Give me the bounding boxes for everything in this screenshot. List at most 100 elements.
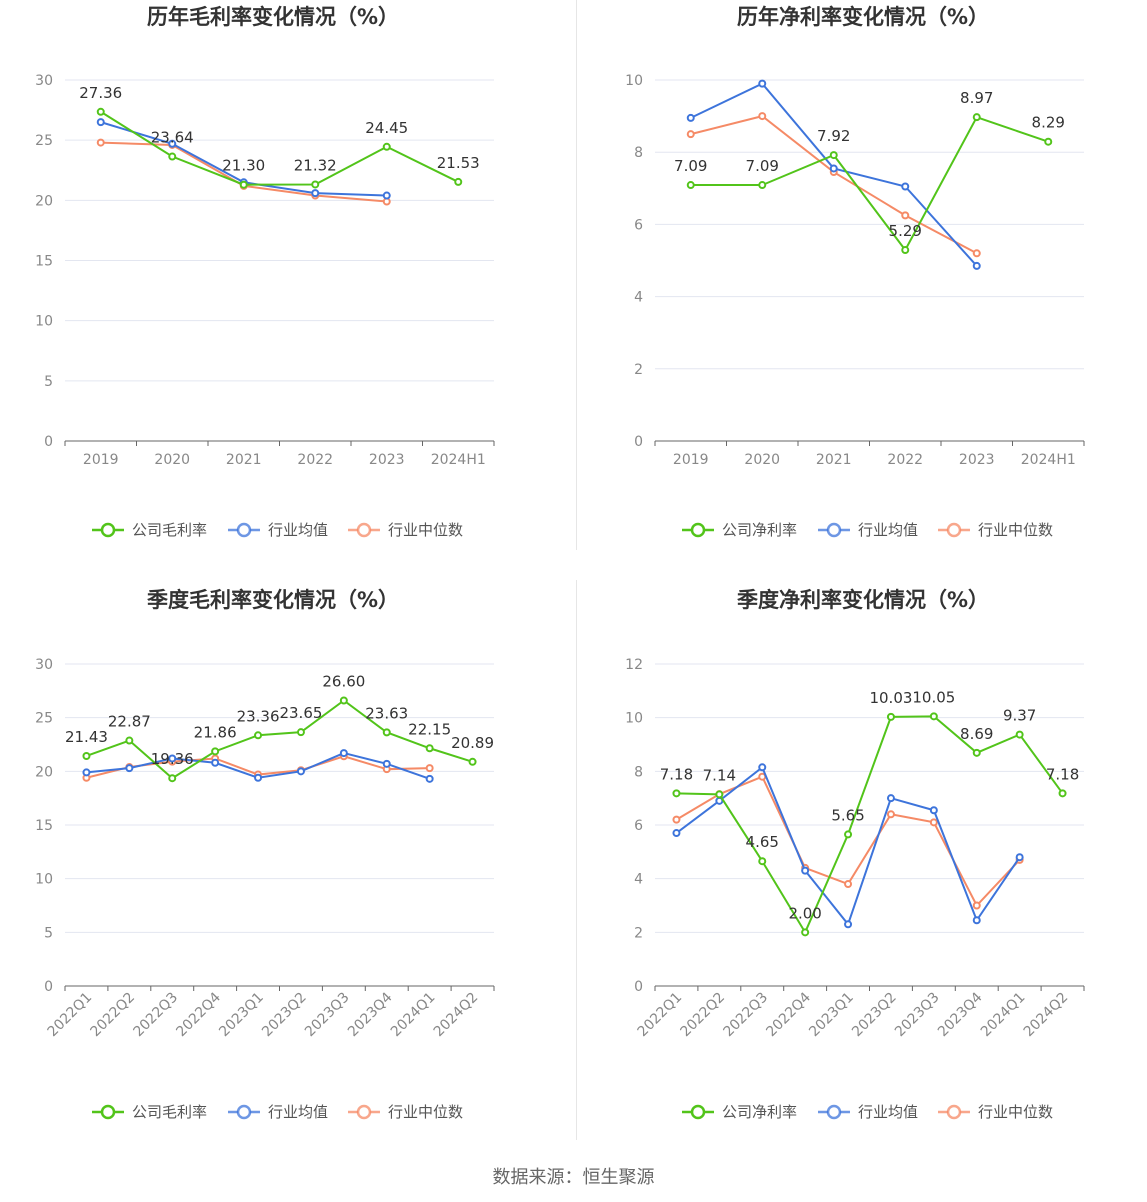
data-label: 23.64	[151, 129, 194, 147]
y-tick-label: 12	[625, 657, 643, 673]
data-point	[844, 880, 853, 889]
data-label: 22.15	[408, 720, 451, 738]
data-label: 19.36	[151, 750, 194, 768]
x-tick-label: 2022	[887, 452, 923, 468]
data-point	[311, 189, 320, 198]
y-tick-label: 5	[44, 925, 53, 941]
legend-marker	[690, 1104, 706, 1120]
data-label: 9.37	[1003, 707, 1036, 725]
data-point	[96, 107, 105, 116]
data-point	[929, 712, 938, 721]
x-tick-label: 2023Q1	[806, 990, 857, 1041]
panel-divider-top	[576, 0, 577, 550]
chart-annual-gross-margin: 历年毛利率变化情况（%） 0 5 10 15 20 25 30 2019 2020 2021 2022…	[0, 0, 560, 560]
data-point	[382, 142, 391, 151]
x-tick-label: 2019	[673, 452, 709, 468]
data-label: 2.00	[788, 904, 821, 922]
legend-label: 行业均值	[268, 1103, 328, 1121]
data-point	[715, 790, 724, 799]
legend-label: 行业均值	[858, 521, 918, 539]
data-point	[758, 112, 767, 121]
data-point	[1015, 730, 1024, 739]
data-point	[672, 789, 681, 798]
data-label: 21.32	[294, 156, 337, 174]
data-point	[1015, 853, 1024, 862]
data-label: 10.05	[912, 688, 955, 706]
legend-marker	[946, 522, 962, 538]
y-tick-label: 20	[35, 764, 53, 780]
legend-label: 公司净利率	[722, 1103, 797, 1121]
y-tick-label: 0	[634, 434, 643, 450]
x-tick-label: 2020	[744, 452, 780, 468]
x-tick-label: 2022Q3	[720, 990, 771, 1041]
data-label: 8.97	[960, 89, 993, 107]
data-label: 22.87	[108, 713, 151, 731]
y-tick-label: 10	[625, 711, 643, 727]
y-tick-label: 10	[35, 314, 53, 330]
data-label: 23.65	[279, 704, 322, 722]
x-tick-label: 2023Q2	[259, 990, 310, 1041]
data-label: 21.53	[437, 154, 480, 172]
chart-svg: 历年毛利率变化情况（%） 0 5 10 15 20 25 30 2019 2020 2021 2022…	[35, 5, 495, 539]
data-point	[1044, 137, 1053, 146]
x-tick-label: 2022Q4	[763, 989, 814, 1040]
data-label: 27.36	[79, 84, 122, 102]
data-point	[425, 744, 434, 753]
legend-label: 行业中位数	[978, 521, 1053, 539]
y-tick-label: 4	[634, 872, 643, 888]
data-point	[672, 829, 681, 838]
data-point	[672, 815, 681, 824]
x-tick-label: 2023Q4	[345, 989, 396, 1040]
data-point	[901, 211, 910, 220]
x-tick-label: 2024Q1	[978, 990, 1029, 1041]
legend-label: 公司毛利率	[132, 1103, 207, 1121]
data-point	[125, 764, 134, 773]
data-point	[382, 759, 391, 768]
x-tick-label: 2021	[816, 452, 852, 468]
data-point	[168, 152, 177, 161]
legend-marker	[236, 1104, 252, 1120]
y-tick-label: 4	[634, 290, 643, 306]
x-tick-label: 2022Q1	[45, 990, 96, 1041]
data-point	[829, 164, 838, 173]
data-point	[239, 180, 248, 189]
data-point	[168, 774, 177, 783]
data-point	[168, 754, 177, 763]
y-tick-label: 2	[634, 925, 643, 941]
chart-title: 季度毛利率变化情况（%）	[147, 588, 399, 612]
data-point	[382, 728, 391, 737]
chart-quarterly-gross-margin: 季度毛利率变化情况（%） 0 5 10 15 20 25 30 2022Q1 2022Q2 2022…	[0, 583, 560, 1143]
data-point	[972, 748, 981, 757]
data-label: 23.36	[237, 707, 280, 725]
data-label: 7.09	[674, 157, 707, 175]
data-point	[829, 151, 838, 160]
legend-marker	[236, 522, 252, 538]
y-tick-label: 2	[634, 362, 643, 378]
data-point	[311, 180, 320, 189]
data-point	[382, 191, 391, 200]
y-tick-label: 15	[35, 818, 53, 834]
data-point	[211, 747, 220, 756]
y-tick-label: 25	[35, 711, 53, 727]
data-point	[886, 794, 895, 803]
x-tick-label: 2023Q4	[935, 989, 986, 1040]
y-tick-label: 0	[634, 979, 643, 995]
data-point	[254, 731, 263, 740]
y-tick-label: 5	[44, 374, 53, 390]
data-point	[211, 758, 220, 767]
legend-label: 行业均值	[858, 1103, 918, 1121]
x-tick-label: 2023Q3	[302, 990, 353, 1041]
data-label: 8.29	[1032, 114, 1065, 132]
data-point	[425, 774, 434, 783]
data-point	[844, 920, 853, 929]
legend-marker	[826, 522, 842, 538]
y-tick-label: 30	[35, 657, 53, 673]
y-tick-label: 25	[35, 133, 53, 149]
x-tick-label: 2024H1	[1021, 452, 1076, 468]
series-line	[100, 110, 459, 186]
x-tick-label: 2024H1	[431, 452, 486, 468]
legend-marker	[826, 1104, 842, 1120]
x-tick-label: 2023Q2	[849, 990, 900, 1041]
data-label: 4.65	[746, 833, 779, 851]
data-point	[96, 118, 105, 127]
